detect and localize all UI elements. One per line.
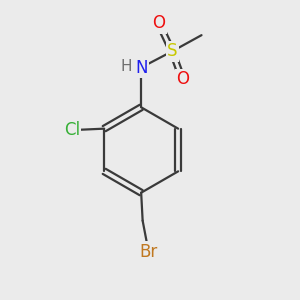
Text: Br: Br	[140, 243, 158, 261]
Text: H: H	[120, 58, 132, 74]
Text: S: S	[167, 42, 177, 60]
Text: Cl: Cl	[64, 121, 80, 139]
Text: O: O	[176, 70, 189, 88]
Text: O: O	[152, 14, 165, 32]
Text: N: N	[135, 58, 147, 76]
